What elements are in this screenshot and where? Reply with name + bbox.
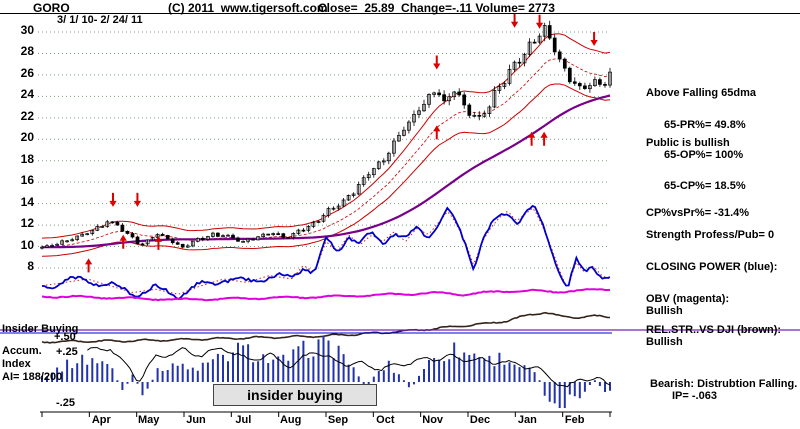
month-label: Aug xyxy=(279,414,302,426)
label-rel-str: REL.STR..VS DJI (brown): xyxy=(646,324,782,336)
y-axis-label: 10 xyxy=(20,237,34,252)
grid-lines xyxy=(38,31,610,269)
upper-band-line xyxy=(41,33,611,239)
stat-65cp: 65-CP%= 18.5% xyxy=(664,180,746,192)
copyright-text: (C) 2011 www.tigersoft.com xyxy=(168,1,328,15)
stat-65pr: 65-PR%= 49.8% xyxy=(664,119,746,131)
y-axis-label: 26 xyxy=(20,65,34,80)
index-label: Index xyxy=(2,358,31,370)
insider-histogram xyxy=(41,336,611,408)
sell-arrow-icon xyxy=(133,192,142,207)
month-label: Nov xyxy=(422,414,444,426)
accum-label: Accum. xyxy=(2,345,42,357)
frame-and-axis xyxy=(0,13,800,417)
buy-arrow-icon xyxy=(119,234,127,249)
ticker-symbol: GORO xyxy=(33,1,70,15)
y-axis-label: 18 xyxy=(20,151,34,166)
rel-strength-line xyxy=(41,311,611,344)
y-axis-label: 8 xyxy=(27,259,34,273)
ai-value: AI= 188/200 xyxy=(2,371,63,383)
obv-line xyxy=(41,288,611,302)
y-axis-label: 28 xyxy=(20,44,34,59)
month-label: Jun xyxy=(186,414,206,426)
candlesticks xyxy=(40,20,612,250)
sell-arrow-icon xyxy=(433,55,441,70)
obv-status: Bullish xyxy=(646,305,683,317)
insider-buying-label: Insider Buying xyxy=(2,323,79,335)
stat-65op: 65-OP%= 100% xyxy=(664,149,744,161)
date-range: 3/ 1/ 10- 2/ 24/ 11 xyxy=(57,14,143,26)
month-label: Sep xyxy=(327,414,349,426)
y-axis-label: 12 xyxy=(20,216,34,231)
month-label: Apr xyxy=(91,414,111,426)
stat-public-sentiment: Public is bullish xyxy=(646,137,730,149)
month-label: May xyxy=(137,414,160,426)
bands-and-ma xyxy=(41,33,611,257)
quote-line: Close= 25.89 Change=-.11 Volume= 2773 xyxy=(318,1,555,15)
stat-cp-vs-pr: CP%vsPr%= -31.4% xyxy=(646,207,750,219)
stat-strength: Strength Profess/Pub= 0 xyxy=(646,229,775,241)
bearish-note: Bearish: Distrubtion Falling. xyxy=(650,378,798,390)
month-label: Jul xyxy=(235,414,252,426)
scale-minus25: -.25 xyxy=(56,397,75,409)
y-axis-label: 24 xyxy=(20,87,34,102)
scale-plus50: +.50 xyxy=(54,331,76,343)
buy-arrow-icon xyxy=(528,131,536,146)
buy-arrow-icon xyxy=(84,258,93,273)
buy-arrow-icon xyxy=(154,235,163,250)
y-axis-label: 16 xyxy=(20,173,34,188)
y-axis-label: 14 xyxy=(20,194,34,209)
rel-str-status: Bullish xyxy=(646,336,683,348)
ip-value: IP= -.063 xyxy=(672,390,717,402)
buy-arrow-icon xyxy=(433,125,441,140)
insider-buying-annotation: insider buying xyxy=(213,384,377,406)
month-label: Dec xyxy=(469,414,491,426)
sell-arrow-icon xyxy=(510,13,519,28)
month-label: Oct xyxy=(376,414,395,426)
closing-power-line xyxy=(41,204,611,301)
y-axis-label: 20 xyxy=(20,130,34,145)
closing-power-avg-line xyxy=(41,207,611,295)
buy-arrow-icon xyxy=(540,131,548,146)
y-axis-label: 30 xyxy=(20,23,34,37)
signal-arrows xyxy=(84,13,598,273)
scale-plus25: +.25 xyxy=(56,346,78,358)
sell-arrow-icon xyxy=(109,192,117,207)
sell-arrow-icon xyxy=(590,31,598,46)
indicator-lines xyxy=(41,204,611,344)
sell-arrow-icon xyxy=(535,14,544,29)
label-obv: OBV (magenta): xyxy=(646,293,730,305)
label-closing-power: CLOSING POWER (blue): xyxy=(646,261,778,273)
month-label: Jan xyxy=(517,414,537,426)
mid-band-line xyxy=(41,58,611,248)
accumulation-index-line xyxy=(87,347,611,388)
y-axis-label: 22 xyxy=(20,108,34,123)
status-65dma: Above Falling 65dma xyxy=(646,87,757,99)
month-label: Feb xyxy=(564,414,585,426)
